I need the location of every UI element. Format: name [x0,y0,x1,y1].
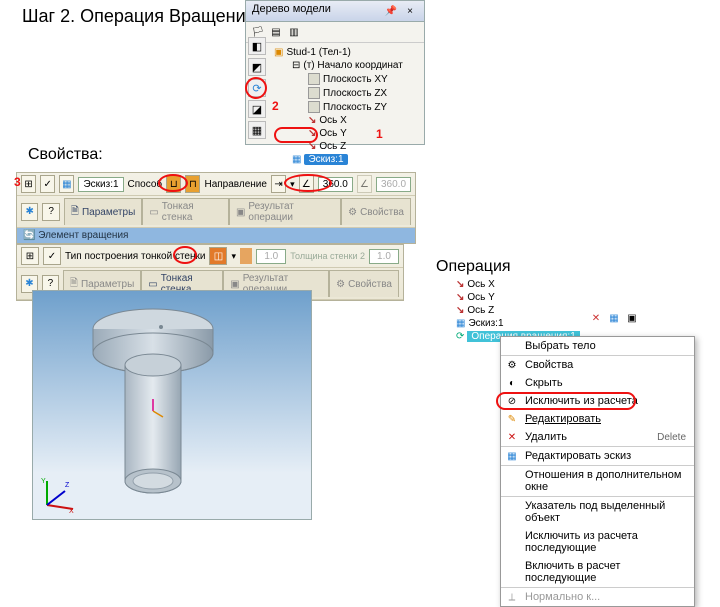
model-tree-panel: Дерево модели 📌 × 🏳 ▤ ▥ ◧ ◩ ⟳ ◪ ▦ ▣Stud-… [245,0,425,145]
icon[interactable]: ✓ [43,247,61,265]
tab-result[interactable]: ▣Результат операции [229,198,341,225]
mark-3: 3 [14,175,21,189]
edit-icon: ✎ [505,412,519,426]
tree-sketch[interactable]: ▦Эскиз:1 [274,153,422,166]
mini-axis[interactable]: ↘Ось Z [456,304,586,317]
ctx-pointer[interactable]: Указатель под выделенный объект [501,496,694,527]
operation-label: Операция [436,258,511,276]
tree-tool-icon[interactable]: ▥ [286,24,302,40]
mark-oval-edit [496,392,636,410]
ctx-props[interactable]: ⚙Свойства [501,355,694,374]
wall2-field: 1.0 [369,249,399,264]
tab-props[interactable]: ⚙Свойства [341,198,411,225]
icon[interactable]: ⊞ [21,247,39,265]
angle2-icon: ∠ [357,175,372,193]
vtool-icon[interactable]: ▦ [248,121,266,139]
icon[interactable]: ✓ [40,175,55,193]
thin-spacer [240,248,252,264]
step-title: Шаг 2. Операция Вращения [22,6,255,27]
tree-root[interactable]: ▣Stud-1 (Тел-1) [274,46,422,59]
close-icon[interactable]: × [402,3,418,19]
mini-toolbar: ✕ ▦ ▣ [588,310,640,326]
icon[interactable]: ⊞ [21,175,36,193]
mini-sketch[interactable]: ▦Эскиз:1 [456,317,586,330]
ctx-excl-next[interactable]: Исключить из расчета последующие [501,527,694,557]
props2-row1: ⊞ ✓ Тип построения тонкой стенки ◫ ▾ 1.0… [17,245,403,268]
mark-ring-1 [274,127,318,143]
strip-icon: 🔄 [23,230,35,241]
mini-icon[interactable]: ▦ [606,310,622,326]
mark-1: 1 [376,127,383,141]
context-menu: Выбрать тело ⚙Свойства ◐Скрыть ⊘Исключит… [500,336,695,607]
tree-body: ▣Stud-1 (Тел-1) ⊟(т) Начало координат Пл… [272,43,424,172]
sketch-field[interactable]: Эскиз:1 [78,177,123,192]
svg-text:X: X [69,508,74,513]
properties-bar-1: ⊞ ✓ ▦ Эскиз:1 Способ ⊔ ⊓ Направление ⇥ ▾… [16,172,416,244]
props1-row1: ⊞ ✓ ▦ Эскиз:1 Способ ⊔ ⊓ Направление ⇥ ▾… [17,173,415,196]
mini-axis[interactable]: ↘Ось X [456,278,586,291]
strip-text: Элемент вращения [38,230,128,241]
axes-gizmo: Y X Z [39,473,79,513]
wall1-field: 1.0 [256,249,286,264]
tab-params[interactable]: 🗎Параметры [64,198,142,225]
pin-icon[interactable]: 📌 [383,3,399,19]
mini-tree: ↘Ось X ↘Ось Y ↘Ось Z ▦Эскиз:1 ⟳Операция … [456,278,586,344]
angle-alt-field: 360.0 [376,177,411,192]
vtool-icon[interactable]: ◪ [248,100,266,118]
props-icon: ⚙ [505,358,519,372]
props1-row2: ✱ ? 🗎Параметры ▭Тонкая стенка ▣Результат… [17,196,415,228]
ctx-relations[interactable]: Отношения в дополнительном окне [501,465,694,496]
method-label: Способ [128,179,163,190]
tree-titlebar: Дерево модели 📌 × [246,1,424,22]
tree-axis[interactable]: ↘Ось X [274,114,422,127]
mini-axis[interactable]: ↘Ось Y [456,291,586,304]
mark-ring-2 [245,77,267,99]
ctx-normal: ⟂Нормально к... [501,587,694,606]
tree-plane[interactable]: Плоскость XY [274,72,422,86]
mini-icon[interactable]: ✕ [588,310,604,326]
ctx-edit-sketch[interactable]: ▦Редактировать эскиз [501,446,694,465]
tree-plane[interactable]: Плоскость ZX [274,86,422,100]
tree-plane[interactable]: Плоскость ZY [274,100,422,114]
tree-origin[interactable]: ⊟(т) Начало координат [274,59,422,72]
mark-oval-method [158,174,188,192]
ctx-edit[interactable]: ✎Редактировать [501,410,694,428]
props1-tabs: 🗎Параметры ▭Тонкая стенка ▣Результат опе… [64,198,411,225]
ctx-incl-next[interactable]: Включить в расчет последующие [501,557,694,587]
tree-toolbar: 🏳 ▤ ▥ [246,22,424,43]
vtool-icon[interactable]: ◩ [248,58,266,76]
delete-icon: ✕ [505,430,519,444]
mini-icon[interactable]: ▣ [624,310,640,326]
props1-strip: 🔄 Элемент вращения [17,228,415,243]
props-label: Свойства: [28,146,108,164]
normal-icon: ⟂ [505,590,519,604]
ctx-select-body[interactable]: Выбрать тело [501,337,694,355]
tab-props[interactable]: ⚙Свойства [329,270,399,297]
svg-text:Z: Z [65,482,70,489]
wall2-label: Толщина стенки 2 [290,251,365,261]
tree-title-text: Дерево модели [252,3,331,19]
mark-2: 2 [272,99,279,113]
tree-tool-icon[interactable]: ▤ [268,24,284,40]
icon[interactable]: ? [42,203,59,221]
vtool-icon[interactable]: ◧ [248,37,266,55]
ctx-hide[interactable]: ◐Скрыть [501,374,694,392]
icon[interactable]: ✱ [21,203,38,221]
svg-text:Y: Y [41,478,46,485]
thin-type-icon[interactable]: ◫ [209,247,227,265]
mark-oval-angle [284,174,332,192]
mark-oval-thin [173,246,197,264]
edit-sketch-icon: ▦ [505,449,519,463]
ctx-delete[interactable]: ✕УдалитьDelete [501,428,694,446]
sketch-icon[interactable]: ▦ [59,175,74,193]
viewport-3d[interactable]: Y X Z [32,290,312,520]
direction-label: Направление [204,179,266,190]
hide-icon: ◐ [505,376,519,390]
tab-thin[interactable]: ▭Тонкая стенка [142,198,229,225]
